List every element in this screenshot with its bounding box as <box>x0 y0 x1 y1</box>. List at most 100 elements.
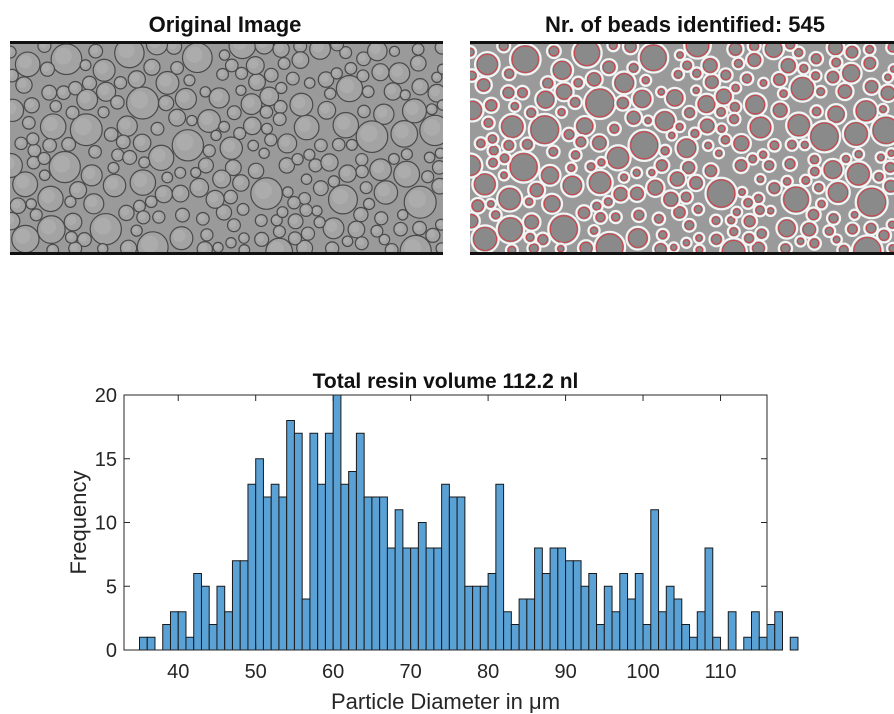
bead-outline <box>785 44 795 50</box>
bead <box>777 240 794 252</box>
bead-outline <box>658 230 668 240</box>
bead-highlight <box>256 234 265 242</box>
bead-highlight <box>257 44 268 48</box>
bead-highlight <box>79 91 91 104</box>
bead <box>508 99 522 114</box>
bead-outline <box>657 88 665 96</box>
bead <box>554 105 569 119</box>
bead-outline <box>717 125 726 133</box>
bead <box>794 234 807 248</box>
bead-highlight <box>364 199 371 206</box>
bead <box>882 159 894 176</box>
bead <box>808 68 823 83</box>
histogram-bar <box>743 636 753 651</box>
bead <box>470 224 500 252</box>
bead <box>534 88 558 112</box>
bead-outline <box>780 58 796 73</box>
bead-outline <box>585 88 615 118</box>
bead-outline <box>655 111 675 131</box>
bead-highlight <box>188 116 194 123</box>
bead-outline <box>483 118 493 128</box>
bead-outline <box>855 100 877 122</box>
histogram-bar <box>216 585 226 651</box>
bead-highlight <box>42 63 50 72</box>
bead-highlight <box>154 212 161 220</box>
bead <box>663 86 687 110</box>
bead-highlight <box>10 101 17 115</box>
x-tick-label: 60 <box>322 661 344 683</box>
bead-outline <box>656 159 668 172</box>
bead <box>841 119 871 149</box>
bead-highlight <box>262 89 273 100</box>
bead <box>691 202 706 217</box>
histogram-bar <box>689 636 698 651</box>
bead-outline <box>530 115 559 144</box>
bead-outline <box>778 219 796 237</box>
bead-outline <box>675 123 684 131</box>
bead-outline <box>498 188 521 210</box>
bead-highlight <box>414 223 422 231</box>
bead-outline <box>590 226 598 235</box>
bead-highlight <box>186 46 203 63</box>
bead-highlight <box>227 238 233 245</box>
bead-outline <box>877 153 885 161</box>
bead-outline <box>592 135 607 150</box>
histogram-bar <box>433 547 443 651</box>
bead-outline <box>607 146 629 169</box>
histogram-bar <box>704 547 714 651</box>
bead-highlight <box>312 44 324 53</box>
bead <box>484 197 498 211</box>
bead-outline <box>684 220 694 230</box>
bead-highlight <box>323 156 333 166</box>
bead-outline <box>756 228 767 239</box>
bead-highlight <box>63 139 72 147</box>
bead <box>470 211 481 231</box>
bead-highlight <box>119 118 131 130</box>
bead-outline <box>700 118 715 133</box>
bead-highlight <box>40 171 47 178</box>
bead <box>780 174 794 189</box>
bead <box>830 233 843 246</box>
y-tick-label: 0 <box>106 640 117 662</box>
bead-outline <box>814 183 823 192</box>
bead-highlight <box>436 44 443 50</box>
bead-outline <box>684 107 695 118</box>
bead-outline <box>715 149 723 157</box>
histogram-bar <box>293 432 303 651</box>
bead <box>538 163 562 187</box>
bead <box>550 58 575 83</box>
bead-outline <box>470 214 479 228</box>
bead <box>495 214 526 245</box>
bead-highlight <box>266 135 273 143</box>
bead-highlight <box>260 149 266 156</box>
bead-outline <box>556 83 572 100</box>
bead-highlight <box>229 107 237 116</box>
bead-outline <box>487 200 495 208</box>
bead-outline <box>629 63 639 73</box>
bead-outline <box>640 44 667 71</box>
bead-highlight <box>408 190 426 208</box>
bead-highlight <box>130 72 140 83</box>
bead <box>735 185 749 199</box>
bead-outline <box>501 115 524 138</box>
histogram-bar <box>642 624 652 651</box>
bead-highlight <box>275 102 283 110</box>
bead-highlight <box>272 216 279 223</box>
bead <box>825 179 851 206</box>
bead-highlight <box>395 224 403 232</box>
x-tick-label: 110 <box>705 661 737 683</box>
bead-outline <box>548 147 558 157</box>
bead-outline <box>780 243 791 252</box>
histogram-bar <box>417 522 427 651</box>
bead-highlight <box>74 117 92 136</box>
x-tick-label: 100 <box>626 661 659 683</box>
bead-outline <box>587 72 601 87</box>
histogram-bar <box>479 585 489 651</box>
bead <box>606 44 621 53</box>
bead-outline <box>811 53 822 64</box>
bead <box>611 70 637 96</box>
bead-highlight <box>81 61 88 68</box>
histogram-bar <box>658 611 667 651</box>
bead-highlight <box>18 55 32 69</box>
bead <box>690 84 703 97</box>
